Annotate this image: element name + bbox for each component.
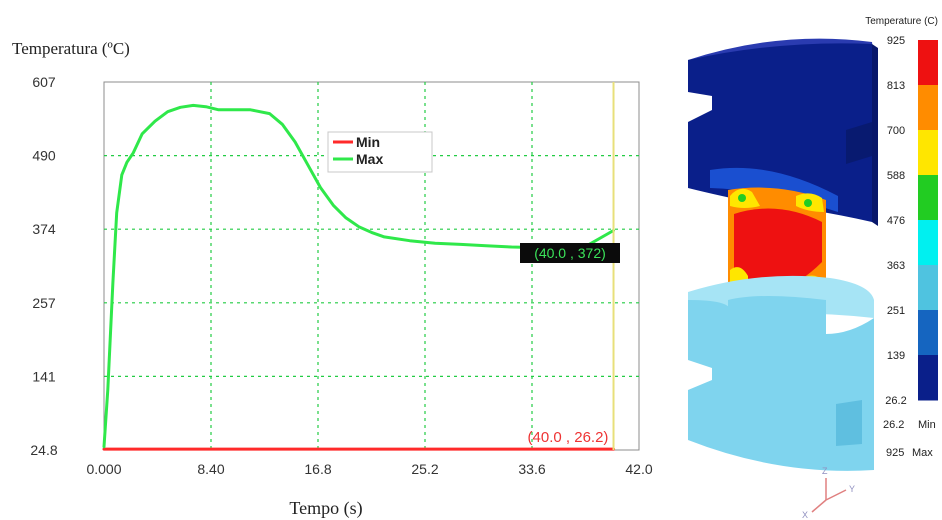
colorbar-max-value: 925 <box>886 447 904 459</box>
x-tick-labels: 0.000 8.40 16.8 25.2 33.6 42.0 <box>86 461 652 477</box>
colorbar-label: 251 <box>887 305 905 317</box>
x-tick-label: 0.000 <box>86 461 121 477</box>
max-readout-box <box>520 243 620 263</box>
colorbar-swatch <box>918 175 938 221</box>
legend-box <box>327 131 433 173</box>
y-tick-label: 257 <box>32 295 56 311</box>
y-axis-title: Temperatura (ºC) <box>12 39 130 58</box>
series-layer <box>102 103 615 451</box>
x-tick-label: 42.0 <box>625 461 652 477</box>
triad-label-x: X <box>802 510 808 520</box>
y-tick-label: 490 <box>32 148 56 164</box>
colorbar-swatch <box>918 310 938 356</box>
colorbar-label: 813 <box>887 80 905 92</box>
colorbar-swatch <box>918 85 938 131</box>
colorbar-title: Temperature (C) <box>865 16 938 27</box>
max-readout: (40.0 , 372) <box>520 243 620 263</box>
y-tick-label: 24.8 <box>30 442 57 458</box>
colorbar-label: 588 <box>887 170 905 182</box>
x-tick-label: 33.6 <box>518 461 545 477</box>
colorbar-label: 700 <box>887 125 905 137</box>
colorbar-swatch <box>918 40 938 86</box>
y-tick-label: 607 <box>32 74 56 90</box>
bottom-die <box>688 275 874 471</box>
colorbar-swatch <box>918 220 938 266</box>
colorbar-swatch <box>918 265 938 311</box>
legend: Min Max <box>327 131 433 173</box>
fem-specimen-render: Z Y X <box>688 38 878 520</box>
colorbar-label: 476 <box>887 215 905 227</box>
colorbar-swatch <box>918 130 938 176</box>
triad-label-z: Z <box>822 466 828 476</box>
axes-triad: Z Y X <box>802 466 855 520</box>
colorbar-label: 26.2 <box>885 395 906 407</box>
colorbar-min-label: Min <box>918 419 936 431</box>
colorbar-label: 139 <box>887 350 905 362</box>
y-tick-labels: 607 490 374 257 141 24.8 <box>30 74 57 458</box>
colorbar-max-label: Max <box>912 447 933 459</box>
legend-label-max: Max <box>356 151 383 167</box>
colorbar-min-value: 26.2 <box>883 419 904 431</box>
y-tick-label: 374 <box>32 221 56 237</box>
x-tick-label: 25.2 <box>411 461 438 477</box>
x-tick-label: 8.40 <box>197 461 224 477</box>
colorbar-label: 925 <box>887 35 905 47</box>
max-readout-text: (40.0 , 372) <box>534 245 606 261</box>
legend-label-min: Min <box>356 134 380 150</box>
colorbar: Temperature (C) 925 813 700 588 476 363 251 139… <box>865 16 938 459</box>
triad-label-y: Y <box>849 484 855 494</box>
colorbar-segments: 925 813 700 588 476 363 251 139 26.2 <box>885 35 938 407</box>
y-tick-label: 141 <box>32 368 56 384</box>
x-axis-title: Tempo (s) <box>289 498 362 519</box>
x-tick-label: 16.8 <box>304 461 331 477</box>
colorbar-label: 363 <box>887 260 905 272</box>
colorbar-swatch <box>918 355 938 401</box>
series-line-max <box>102 103 615 449</box>
min-readout-text: (40.0 , 26.2) <box>528 429 609 446</box>
